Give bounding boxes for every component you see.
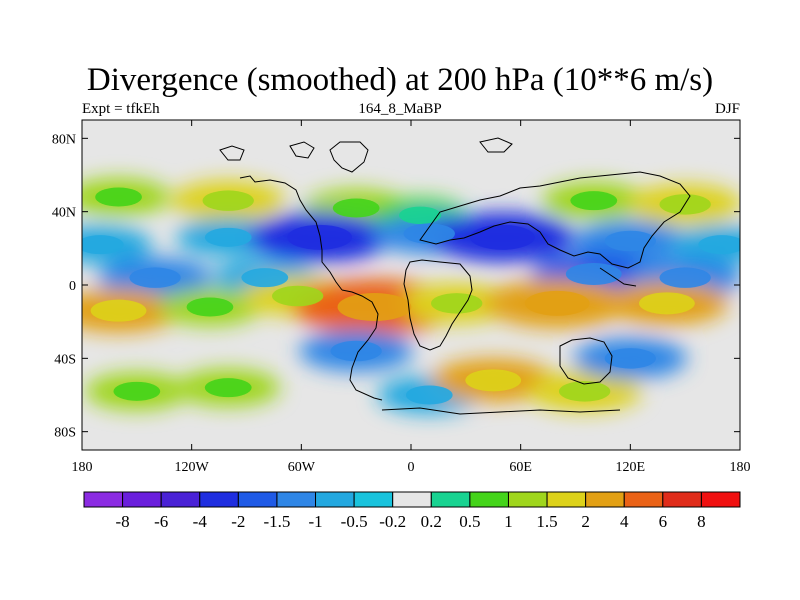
coastline-south-america [341,289,383,401]
coastline-greenland [329,141,369,173]
colorbar-label-10: 1 [504,512,513,531]
field-core-21 [431,293,483,314]
run-label: 164_8_MaBP [358,101,442,117]
colorbar-swatch-9 [430,491,471,508]
coastline-north-america [239,175,343,291]
colorbar-swatch-2 [160,491,201,508]
colorbar-swatch-12 [546,491,587,508]
x-tick-label-0: 180 [72,460,93,475]
field-core-0 [95,187,142,207]
coastline-southeast-asia [599,267,637,287]
coastline-australia [559,337,613,385]
x-tick-label-3: 0 [408,460,415,475]
colorbar-swatch-6 [315,491,355,508]
colorbar-label-11: 1.5 [536,512,557,531]
x-tick-label-2: 60W [288,460,316,475]
field-core-13 [129,267,181,288]
field-core-9 [403,223,455,244]
colorbar-swatch-7 [353,491,394,508]
colorbar-swatch-14 [623,491,664,508]
field-core-26 [465,369,522,392]
y-tick-label-3: 40S [54,352,76,367]
field-core-17 [90,299,147,322]
x-tick-label-4: 60E [509,460,532,475]
field-core-11 [604,230,656,252]
field-core-1 [202,190,254,211]
coastline [219,137,691,415]
field-core-24 [330,340,382,362]
colorbar: -8 -6 -4 -2 -1.5 -1 -0.5 -0.2 0.2 0.5 1 1.5 2 4 6 8 [83,491,741,531]
colorbar-label-1: -6 [154,512,168,531]
coastline-antarctica [381,407,621,415]
colorbar-swatch-8 [392,491,432,508]
colorbar-label-9: 0.5 [459,512,480,531]
field-core-14 [241,268,289,288]
colorbar-label-12: 2 [581,512,590,531]
season-label: DJF [714,101,740,117]
coastline-africa [403,259,473,351]
field-core-15 [565,263,622,285]
coastline-eurasia [419,171,691,269]
colorbar-swatch-4 [237,491,278,508]
field-core-12 [698,235,740,255]
y-axis: 80N 40N 0 40S 80S [52,132,740,441]
colorbar-swatch-11 [507,491,548,508]
experiment-label: Expt = tfkEh [82,101,160,117]
colorbar-label-13: 4 [620,512,629,531]
field-core-18 [186,297,234,317]
field-layer [82,178,740,414]
y-tick-label-1: 40N [52,206,76,221]
colorbar-swatch-13 [585,491,625,508]
colorbar-label-7: -0.2 [379,512,406,531]
colorbar-swatch-10 [469,491,509,508]
colorbar-swatch-3 [199,491,239,508]
field-core-19 [272,285,324,307]
colorbar-swatch-0 [83,491,124,508]
colorbar-swatch-1 [122,491,162,508]
field-core-25 [405,385,453,405]
colorbar-label-3: -2 [231,512,245,531]
x-axis: 180 120W 60W 0 60E 120E 180 [72,120,751,475]
field-core-8 [287,224,353,250]
colorbar-swatch-15 [662,491,702,508]
colorbar-label-8: 0.2 [421,512,442,531]
colorbar-swatch-5 [276,491,317,508]
colorbar-label-15: 8 [697,512,706,531]
colorbar-label-14: 6 [659,512,668,531]
field-core-28 [604,348,656,369]
coastline-arctic-islands [219,137,513,161]
colorbar-label-4: -1.5 [263,512,290,531]
colorbar-label-2: -4 [193,512,208,531]
field-core-7 [204,227,252,247]
field-core-4 [570,191,618,211]
x-tick-label-1: 120W [175,460,210,475]
field-core-10 [469,224,535,250]
x-tick-label-6: 180 [730,460,751,475]
field-core-16 [659,267,711,288]
field-core-6 [82,235,124,255]
field-core-2 [332,198,380,218]
colorbar-label-6: -0.5 [341,512,368,531]
field-core-22 [524,290,590,316]
field-core-30 [204,378,252,398]
x-tick-label-5: 120E [616,460,646,475]
y-tick-label-0: 80N [52,132,76,147]
field-core-23 [638,292,695,315]
colorbar-label-5: -1 [308,512,322,531]
field-core-29 [113,381,161,401]
y-tick-label-4: 80S [54,426,76,441]
field-core-3 [398,206,442,225]
y-tick-label-2: 0 [69,279,76,294]
colorbar-swatch-16 [700,491,741,508]
chart-title: Divergence (smoothed) at 200 hPa (10**6 … [86,62,714,98]
colorbar-label-0: -8 [116,512,130,531]
field-core-27 [558,381,611,402]
